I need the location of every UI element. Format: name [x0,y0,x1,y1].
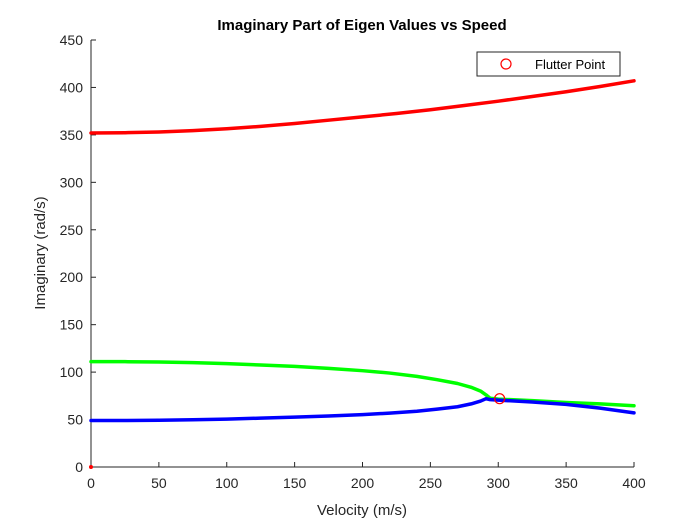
y-tick-label: 150 [60,317,84,333]
series-line-red [89,79,636,135]
plot-area: 0 50 100 150 200 250 300 350 400 0 50 100 150 200 250 3… [60,32,646,491]
y-tick-label: 350 [60,127,84,143]
x-tick-label: 400 [622,475,646,491]
y-tick-label: 50 [67,412,83,428]
series-line-green [89,359,636,408]
x-tick-label: 200 [351,475,375,491]
flutter-point-marker [494,393,506,405]
y-tick-label: 250 [60,222,84,238]
y-tick-label: 400 [60,79,84,95]
legend-entry-flutter-point: Flutter Point [535,57,605,72]
y-tick-label: 450 [60,32,84,48]
x-tick-label: 300 [487,475,511,491]
x-tick-label: 50 [151,475,167,491]
origin-dot-marker [89,465,93,469]
x-tick-label: 350 [554,475,578,491]
chart-title: Imaginary Part of Eigen Values vs Speed [217,17,506,34]
y-tick-label: 300 [60,174,84,190]
x-tick-label: 150 [283,475,307,491]
series-line-blue [89,396,636,423]
y-axis-label: Imaginary (rad/s) [32,196,49,309]
x-tick-label: 250 [419,475,443,491]
y-tick-label: 0 [75,459,83,475]
x-axis-label: Velocity (m/s) [317,502,407,519]
y-tick-label: 100 [60,364,84,380]
x-tick-label: 100 [215,475,239,491]
x-tick-label: 0 [87,475,95,491]
legend-marker-flutter-point [500,58,512,70]
y-tick-label: 200 [60,269,84,285]
legend: Flutter Point [476,51,621,77]
